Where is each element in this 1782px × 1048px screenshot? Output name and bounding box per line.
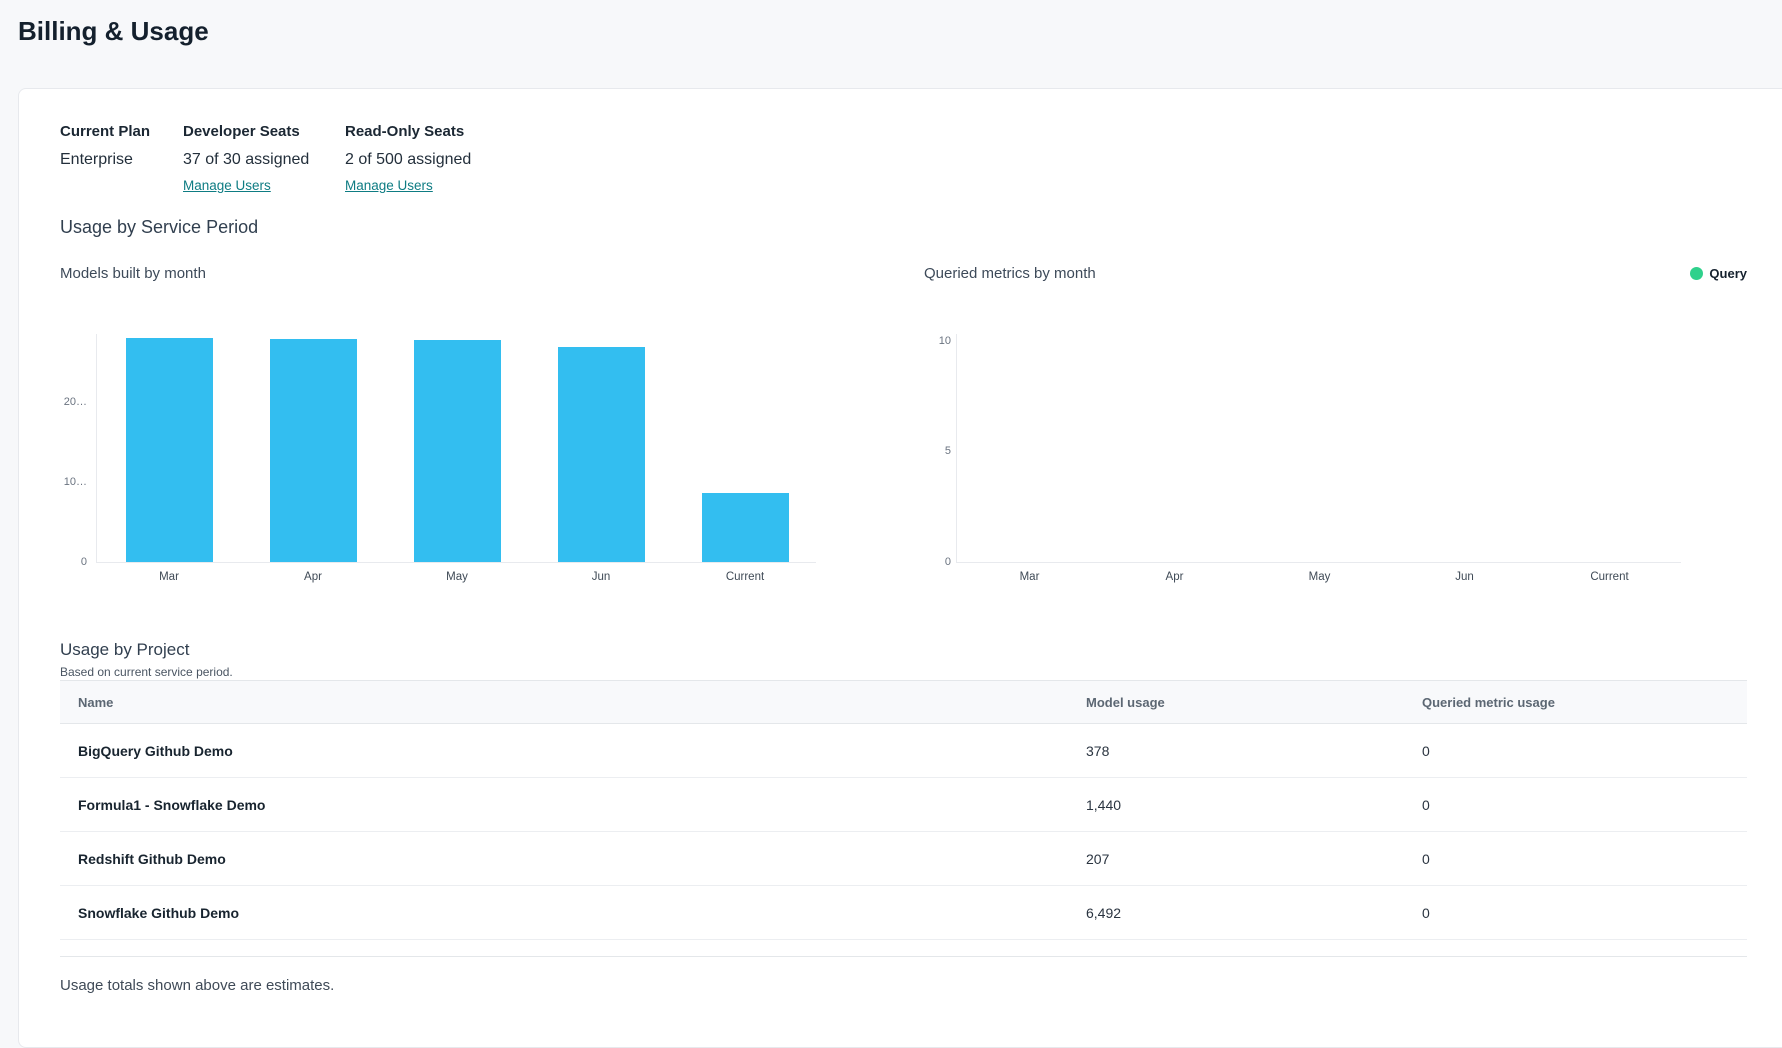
x-axis-label: Mar — [159, 571, 179, 583]
y-axis-tick-label: 0 — [944, 556, 951, 568]
x-axis-label: Jun — [591, 571, 611, 583]
queried-metric-usage-cell: 0 — [1422, 796, 1430, 813]
x-axis-label: Jun — [1455, 571, 1474, 583]
model-usage-cell: 6,492 — [1086, 904, 1122, 921]
x-axis-label: Current — [1590, 571, 1629, 583]
bar-mar[interactable] — [125, 338, 213, 562]
charts-row: Models built by month Mar Apr May Jun Curren… — [60, 263, 1747, 588]
model-usage-cell: 207 — [1086, 850, 1110, 867]
x-axis-label: Current — [725, 571, 765, 583]
x-axis-label: Mar — [1019, 571, 1040, 583]
x-axis-label: May — [1308, 571, 1331, 583]
table-row: Formula1 - Snowflake Demo 1,440 0 — [60, 778, 1747, 832]
page-title: Billing & Usage — [18, 16, 209, 46]
x-axis-label: Apr — [1165, 571, 1184, 583]
models-built-chart-title: Models built by month — [60, 265, 206, 282]
manage-users-link-readonly[interactable]: Manage Users — [345, 178, 433, 193]
project-name-cell: Formula1 - Snowflake Demo — [78, 796, 266, 813]
usage-table-body: BigQuery Github Demo 378 0 Formula1 - Snowf… — [60, 724, 1747, 940]
developer-seats-label: Developer Seats — [183, 123, 300, 140]
plot-region: Mar Apr May Jun Current — [96, 334, 816, 583]
usage-by-project-title: Usage by Project — [60, 640, 190, 659]
billing-card: Current Plan Enterprise Developer Seats … — [18, 88, 1782, 1048]
x-axis-label: May — [446, 571, 468, 583]
y-axis-tick-label: 10… — [63, 476, 87, 488]
legend-item-query[interactable]: Query — [1690, 266, 1747, 281]
bar-apr[interactable] — [269, 339, 357, 562]
current-plan-value: Enterprise — [60, 151, 133, 168]
table-row: Redshift Github Demo 207 0 — [60, 832, 1747, 886]
legend-dot-icon — [1690, 267, 1704, 280]
y-axis-tick-label: 20… — [63, 396, 87, 408]
bar-current[interactable] — [701, 493, 789, 562]
usage-by-project-subtitle: Based on current service period. — [60, 665, 233, 679]
current-plan-block: Current Plan Enterprise — [60, 122, 183, 171]
models-built-chart-plot: Mar Apr May Jun Current 0 10… 20… — [60, 334, 820, 588]
billing-usage-page: { "page": { "title": "Billing & Usage" }… — [0, 14, 1782, 1048]
queried-metric-usage-cell: 0 — [1422, 850, 1430, 867]
y-axis-tick-label: 5 — [944, 445, 951, 458]
project-name-cell: Redshift Github Demo — [78, 850, 226, 867]
project-name-cell: Snowflake Github Demo — [78, 904, 240, 921]
queried-metrics-chart-plot: Mar Apr May Jun Current 0 5 10 — [924, 334, 1747, 588]
model-usage-cell: 1,440 — [1086, 796, 1122, 813]
readonly-seats-label: Read-Only Seats — [345, 123, 465, 140]
developer-seats-value: 37 of 30 assigned — [183, 151, 310, 168]
table-row: BigQuery Github Demo 378 0 — [60, 724, 1747, 778]
plot-region: Mar Apr May Jun Current — [956, 334, 1681, 583]
y-axis-tick-label: 0 — [80, 556, 87, 568]
models-built-chart: Models built by month Mar Apr May Jun Curren… — [60, 263, 820, 588]
queried-metric-usage-cell: 0 — [1422, 904, 1430, 921]
readonly-seats-value: 2 of 500 assigned — [345, 151, 472, 168]
table-row: Snowflake Github Demo 6,492 0 — [60, 886, 1747, 940]
plan-summary: Current Plan Enterprise Developer Seats … — [60, 122, 1782, 195]
queried-metrics-chart: Queried metrics by month Query Mar Apr May… — [924, 263, 1747, 588]
bar-jun[interactable] — [557, 347, 645, 562]
x-axis-label: Apr — [304, 571, 322, 583]
current-plan-label: Current Plan — [60, 123, 151, 140]
queried-metric-usage-cell: 0 — [1422, 742, 1430, 759]
footer-divider — [60, 956, 1747, 957]
column-header-queried-metric-usage: Queried metric usage — [1422, 694, 1555, 710]
manage-users-link-developer[interactable]: Manage Users — [183, 178, 271, 193]
usage-estimate-note: Usage totals shown above are estimates. — [60, 977, 335, 994]
readonly-seats-block: Read-Only Seats 2 of 500 assigned Manage… — [345, 122, 471, 195]
y-axis-tick-label: 10 — [938, 334, 951, 347]
usage-table: Name Model usage Queried metric usage BigQ… — [60, 680, 1747, 940]
developer-seats-block: Developer Seats 37 of 30 assigned Manage… — [183, 122, 345, 195]
usage-table-header: Name Model usage Queried metric usage — [60, 681, 1747, 724]
queried-metrics-chart-title: Queried metrics by month — [924, 265, 1096, 282]
legend-label: Query — [1709, 266, 1747, 281]
usage-by-project-section: Usage by Project Based on current servic… — [60, 638, 1747, 997]
bar-may[interactable] — [413, 340, 501, 562]
column-header-model-usage: Model usage — [1086, 694, 1165, 710]
model-usage-cell: 378 — [1086, 742, 1110, 759]
project-name-cell: BigQuery Github Demo — [78, 742, 233, 759]
usage-by-service-period-title: Usage by Service Period — [60, 217, 259, 237]
column-header-name: Name — [78, 694, 114, 710]
